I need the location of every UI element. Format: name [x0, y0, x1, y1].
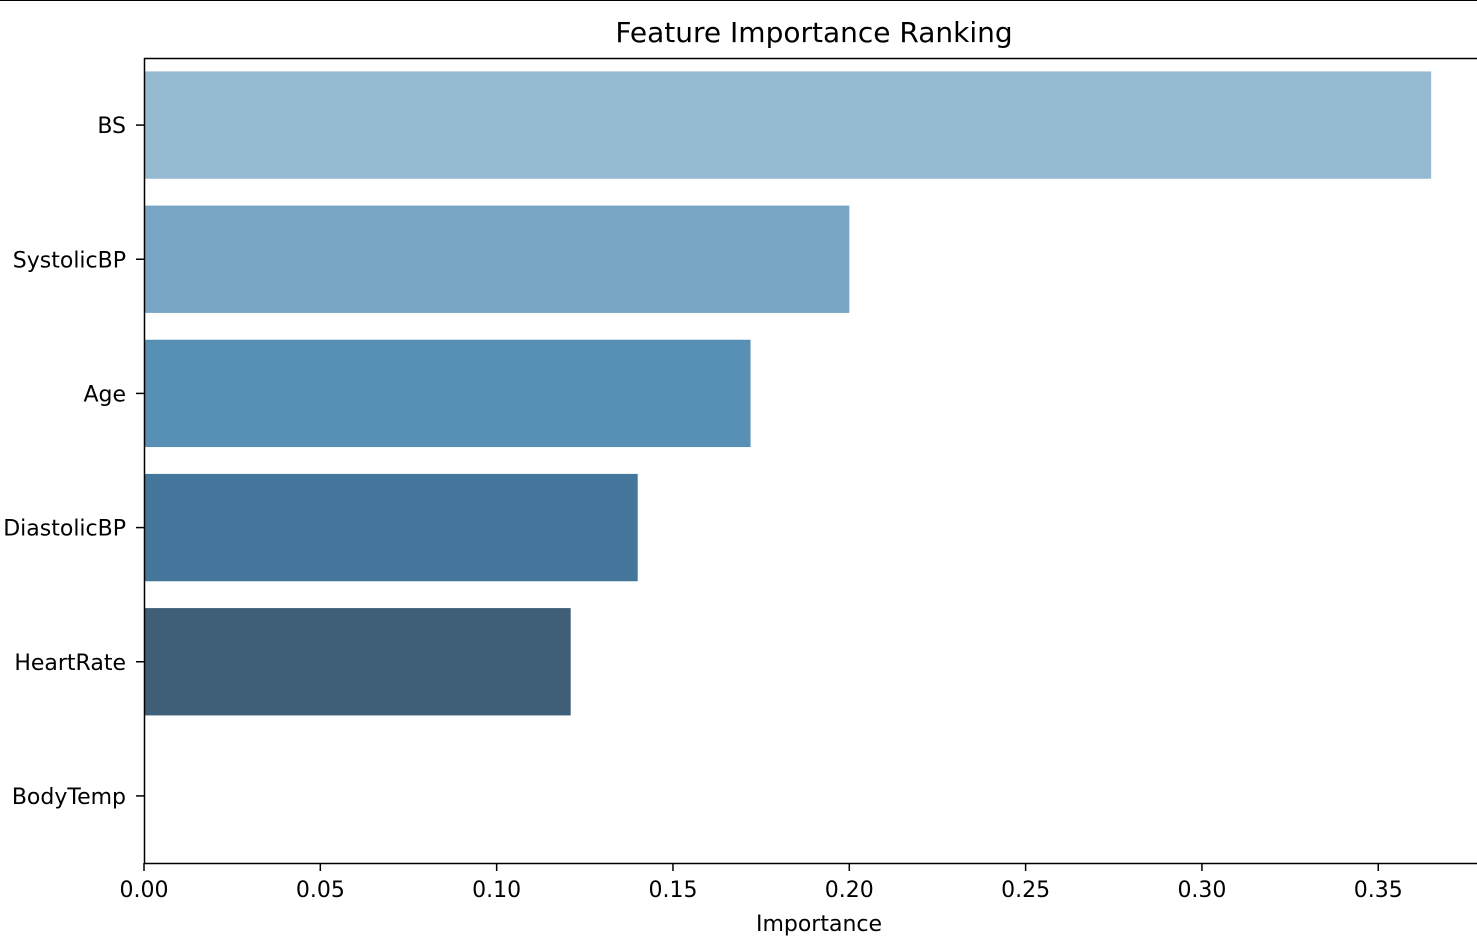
y-tick-label: Age [83, 382, 126, 407]
y-tick-label: HeartRate [14, 651, 126, 676]
y-tick-label: SystolicBP [13, 248, 126, 273]
x-tick-label: 0.05 [296, 878, 345, 903]
chart-title: Feature Importance Ranking [615, 16, 1012, 49]
x-tick-label: 0.20 [825, 878, 874, 903]
x-tick-label: 0.00 [120, 878, 169, 903]
top-border [0, 0, 1477, 1]
bar-age [144, 339, 751, 448]
x-tick-label: 0.15 [648, 878, 697, 903]
x-tick-label: 0.25 [1001, 878, 1050, 903]
x-tick-label: 0.30 [1177, 878, 1226, 903]
x-tick-label: 0.35 [1354, 878, 1403, 903]
y-tick-label: BS [97, 114, 126, 139]
bar-heartrate [144, 608, 571, 716]
y-tick-label: BodyTemp [12, 785, 126, 810]
x-axis-label: Importance [756, 912, 882, 937]
bar-systolicbp [144, 205, 850, 313]
y-tick-label: DiastolicBP [3, 517, 126, 542]
bar-diastolicbp [144, 473, 638, 582]
x-tick-label: 0.10 [472, 878, 521, 903]
bar-bs [144, 71, 1432, 179]
